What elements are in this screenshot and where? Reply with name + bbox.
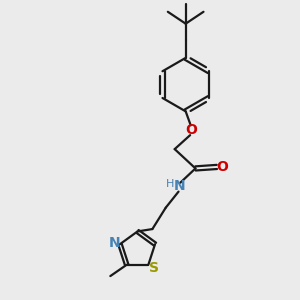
- Text: N: N: [173, 179, 185, 193]
- Text: O: O: [185, 123, 197, 137]
- Text: N: N: [109, 236, 121, 250]
- Text: S: S: [149, 261, 159, 275]
- Text: O: O: [216, 160, 228, 174]
- Text: H: H: [165, 179, 174, 189]
